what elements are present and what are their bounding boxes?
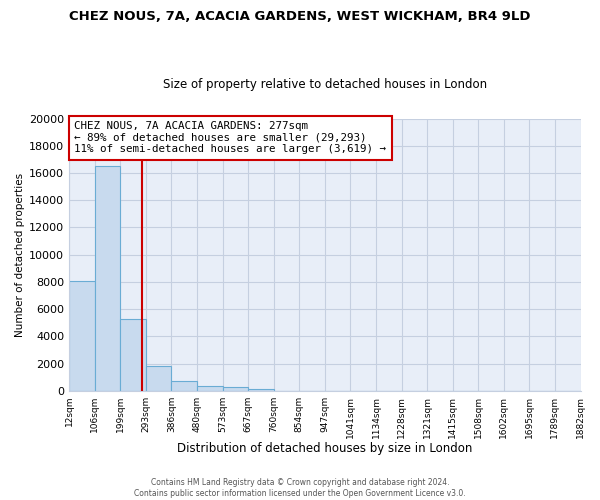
Bar — [248, 389, 274, 391]
Text: Contains HM Land Registry data © Crown copyright and database right 2024.
Contai: Contains HM Land Registry data © Crown c… — [134, 478, 466, 498]
Text: CHEZ NOUS, 7A ACACIA GARDENS: 277sqm
← 89% of detached houses are smaller (29,29: CHEZ NOUS, 7A ACACIA GARDENS: 277sqm ← 8… — [74, 122, 386, 154]
Bar — [69, 280, 95, 391]
Bar — [120, 318, 146, 391]
Bar — [95, 166, 120, 391]
Bar — [172, 380, 197, 391]
Y-axis label: Number of detached properties: Number of detached properties — [15, 172, 25, 337]
X-axis label: Distribution of detached houses by size in London: Distribution of detached houses by size … — [177, 442, 473, 455]
Bar — [197, 386, 223, 391]
Title: Size of property relative to detached houses in London: Size of property relative to detached ho… — [163, 78, 487, 91]
Bar — [146, 366, 172, 391]
Text: CHEZ NOUS, 7A, ACACIA GARDENS, WEST WICKHAM, BR4 9LD: CHEZ NOUS, 7A, ACACIA GARDENS, WEST WICK… — [69, 10, 531, 23]
Bar — [223, 388, 248, 391]
